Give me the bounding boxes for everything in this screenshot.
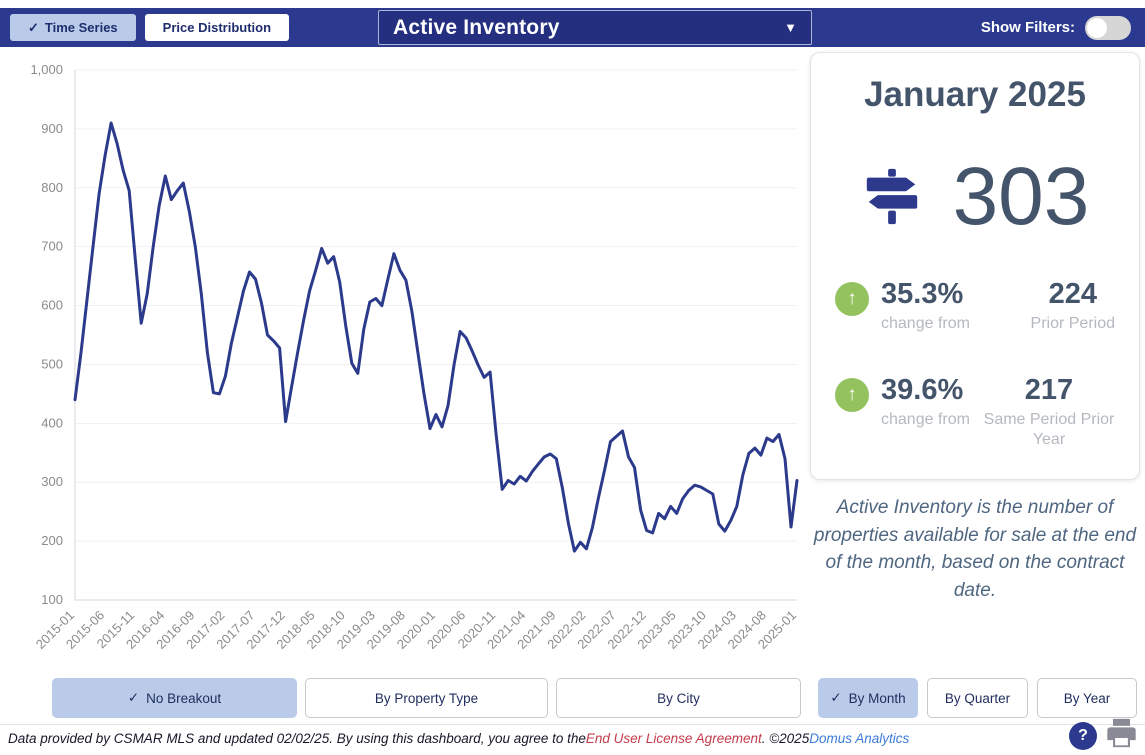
- header-bar: ✓ Time Series Price Distribution Active …: [0, 8, 1145, 47]
- up-arrow-glyph: ↑: [847, 383, 857, 405]
- change-pct: 35.3%: [881, 278, 964, 310]
- stat-row-prior-year: ↑ 39.6% change from 217 Same Period Prio…: [811, 373, 1139, 451]
- printer-icon: [1107, 718, 1136, 748]
- tab-time-series[interactable]: ✓ Time Series: [10, 14, 136, 41]
- up-arrow-icon: ↑: [835, 377, 869, 412]
- breakout-button-no-breakout[interactable]: ✓ No Breakout: [52, 678, 297, 718]
- view-tabs: ✓ Time Series Price Distribution: [10, 14, 290, 41]
- help-button[interactable]: ?: [1069, 722, 1097, 750]
- change-from-label: change from: [881, 314, 970, 332]
- svg-text:100: 100: [41, 592, 63, 607]
- up-arrow-glyph: ↑: [847, 288, 857, 309]
- eula-link[interactable]: End User License Agreement: [585, 730, 762, 746]
- period-button-month[interactable]: ✓ By Month: [818, 678, 918, 718]
- svg-text:300: 300: [41, 474, 63, 489]
- show-filters-toggle[interactable]: [1085, 15, 1131, 40]
- footer-disclaimer: Data provided by CSMAR MLS and updated 0…: [8, 730, 586, 746]
- breakout-property-type-label: By Property Type: [374, 690, 479, 706]
- svg-text:1,000: 1,000: [30, 62, 63, 77]
- period-quarter-label: By Quarter: [944, 690, 1011, 706]
- check-icon: ✓: [127, 690, 140, 705]
- show-filters-group: Show Filters:: [981, 8, 1131, 47]
- breakout-no-breakout-label: No Breakout: [146, 690, 222, 706]
- svg-text:500: 500: [41, 356, 63, 371]
- period-title: January 2025: [864, 75, 1086, 114]
- stat-row-prior-period: ↑ 35.3% change from 224 Prior Period: [811, 278, 1139, 335]
- tab-price-distribution-label: Price Distribution: [162, 20, 272, 35]
- check-icon: ✓: [28, 19, 39, 35]
- chart-canvas: 1002003004005006007008009001,0002015-012…: [30, 62, 799, 652]
- footer-copyright: . ©2025: [761, 730, 810, 746]
- footer-bar: Data provided by CSMAR MLS and updated 0…: [0, 724, 1145, 751]
- period-button-quarter[interactable]: By Quarter: [927, 678, 1028, 718]
- breakout-button-property-type[interactable]: By Property Type: [305, 678, 548, 718]
- svg-text:400: 400: [41, 415, 63, 430]
- show-filters-label: Show Filters:: [980, 19, 1075, 36]
- period-year-label: By Year: [1063, 690, 1111, 706]
- brand-link[interactable]: Domus Analytics: [809, 730, 910, 746]
- change-from-label: change from: [881, 410, 970, 428]
- svg-text:700: 700: [41, 239, 63, 254]
- prior-period-label: Prior Period: [1030, 314, 1115, 332]
- summary-card: January 2025 303 ↑ 35.3% change from: [810, 52, 1140, 480]
- signpost-icon: [866, 168, 917, 225]
- period-month-label: By Month: [848, 690, 906, 706]
- tab-price-distribution[interactable]: Price Distribution: [144, 14, 290, 41]
- period-button-year[interactable]: By Year: [1037, 678, 1137, 718]
- toggle-knob: [1087, 17, 1107, 38]
- breakout-city-label: By City: [657, 690, 700, 706]
- print-button[interactable]: [1103, 716, 1140, 750]
- metric-dropdown[interactable]: Active Inventory ▼: [378, 10, 812, 45]
- help-icon: ?: [1078, 727, 1088, 744]
- chevron-down-icon: ▼: [784, 20, 797, 35]
- main-value: 303: [952, 151, 1090, 242]
- prior-period-value: 224: [1048, 278, 1097, 310]
- metric-description: Active Inventory is the number of proper…: [813, 497, 1137, 601]
- tab-time-series-label: Time Series: [44, 20, 118, 35]
- breakout-button-city[interactable]: By City: [556, 678, 801, 718]
- stats: ↑ 35.3% change from 224 Prior Period ↑ 3…: [811, 278, 1139, 451]
- inventory-line-chart: 100 200 300 400 500 600 700 800 900 1,000 2015-01 2…: [0, 50, 808, 668]
- prior-year-label: Same Period Prior Year: [983, 410, 1115, 449]
- metric-dropdown-value: Active Inventory: [393, 15, 560, 39]
- svg-text:800: 800: [41, 180, 63, 195]
- svg-text:200: 200: [41, 533, 63, 548]
- check-icon: ✓: [830, 690, 842, 705]
- prior-year-value: 217: [1024, 373, 1074, 406]
- main-value-row: 303: [811, 149, 1139, 245]
- change-pct: 39.6%: [881, 373, 964, 406]
- up-arrow-icon: ↑: [835, 282, 869, 316]
- svg-text:900: 900: [41, 121, 63, 136]
- svg-text:600: 600: [41, 298, 63, 313]
